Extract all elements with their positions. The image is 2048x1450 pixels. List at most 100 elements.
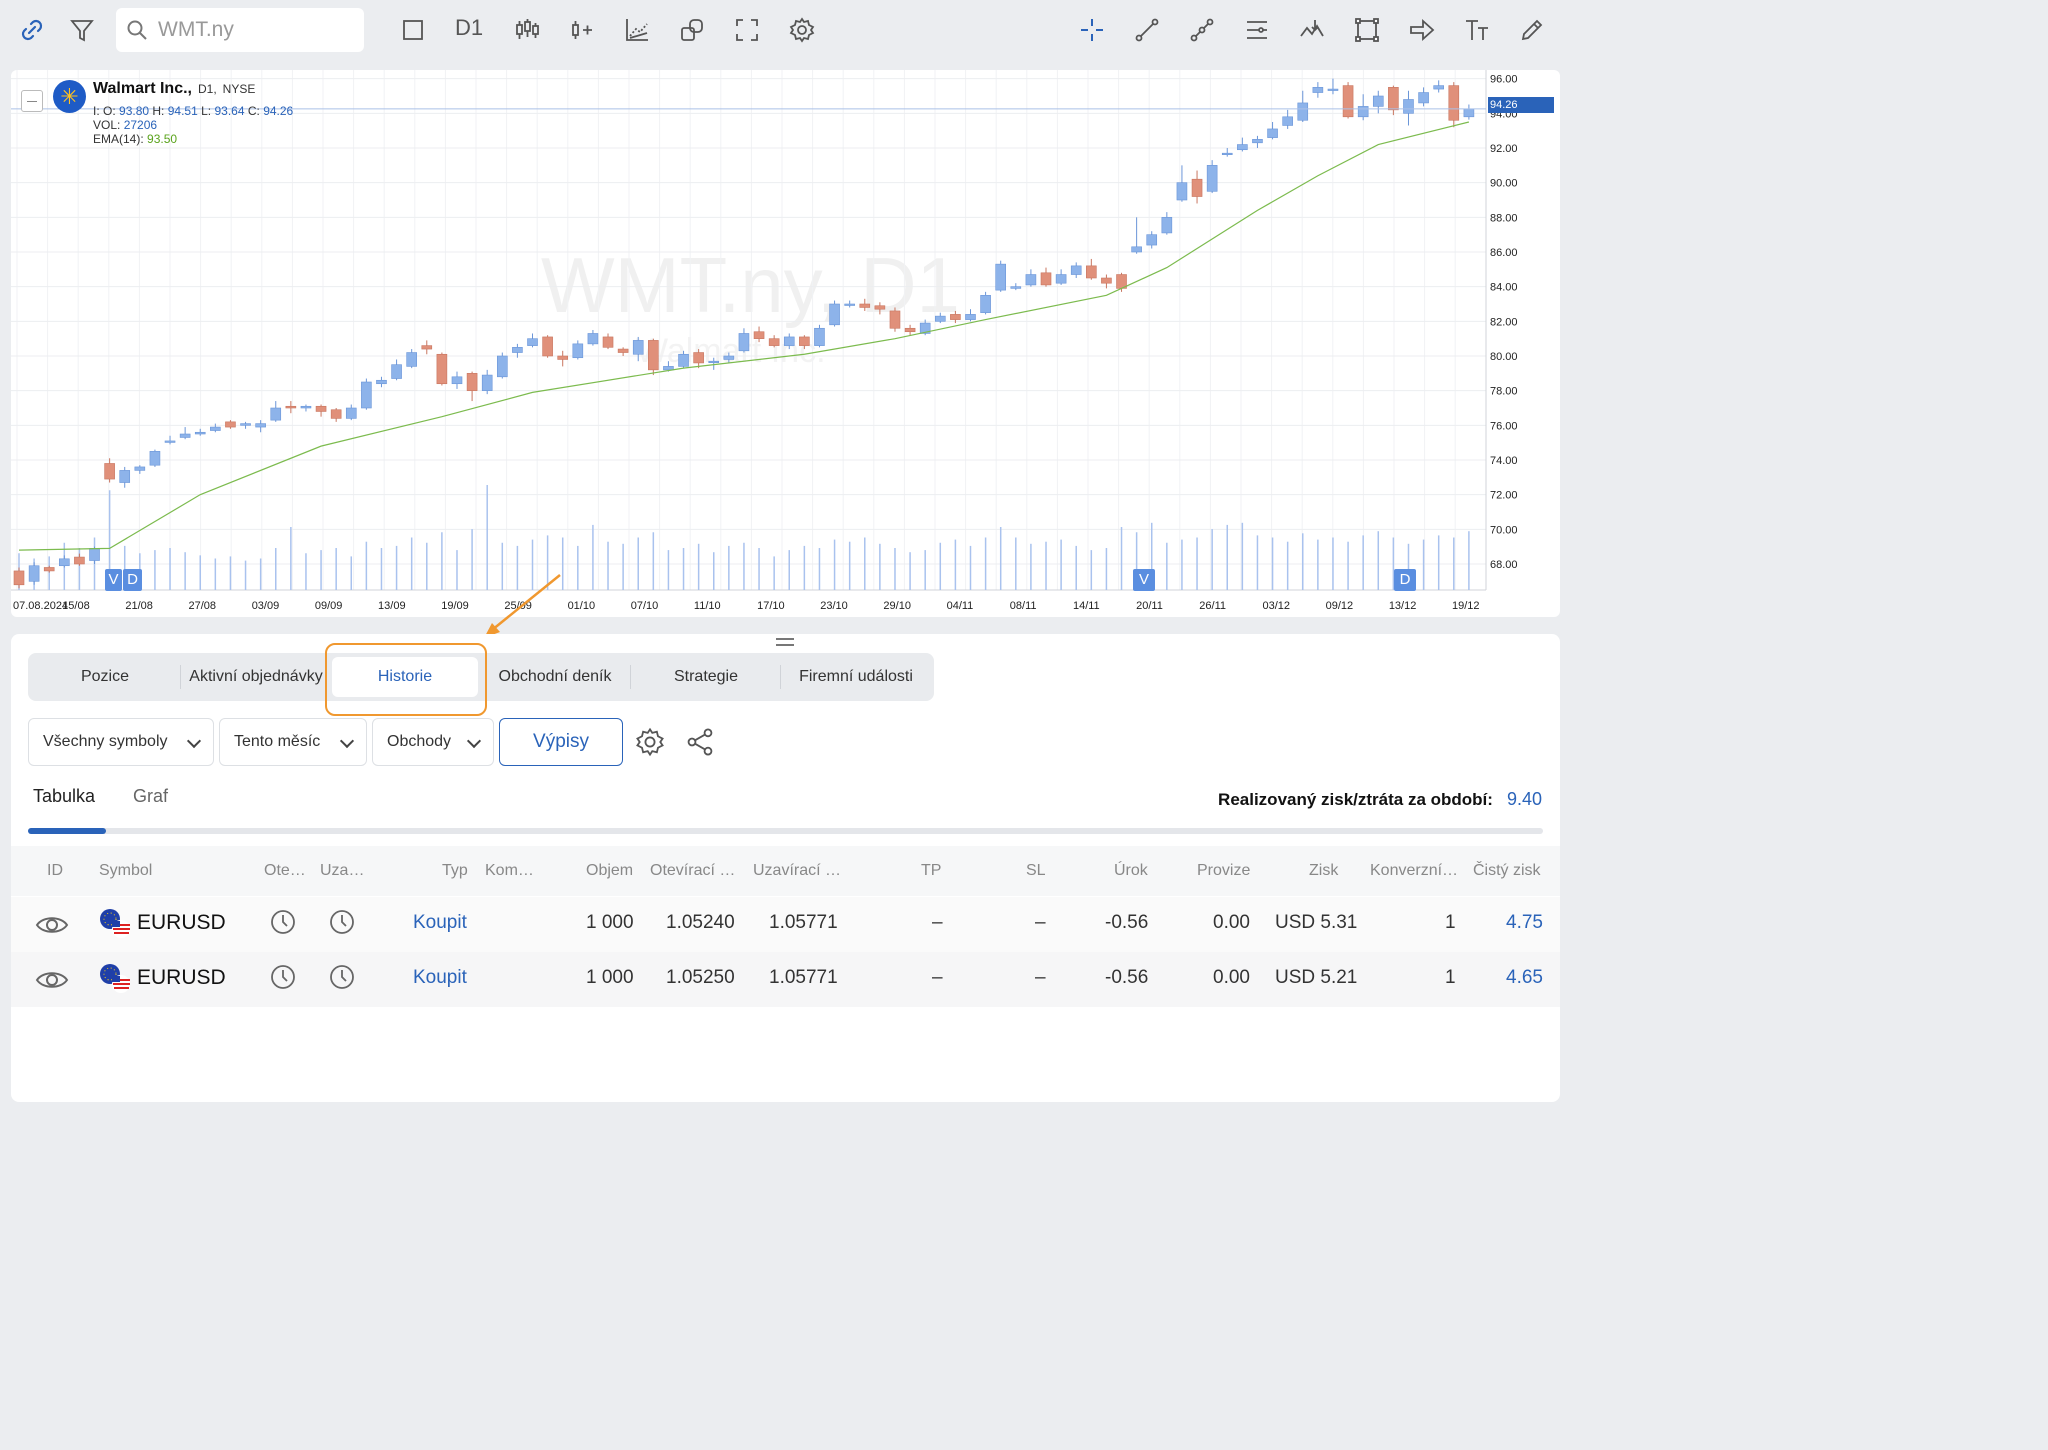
tab-divider [630,665,631,689]
col-sl[interactable]: SL [1026,862,1046,879]
kind-filter-dropdown[interactable]: Obchody [372,718,494,766]
col-volume[interactable]: Objem [586,862,634,879]
tab-corporate-events[interactable]: Firemní události [799,668,913,685]
open-time-clock-icon[interactable] [269,963,297,997]
search-input[interactable] [156,17,346,43]
x-tick-label: 07/10 [631,600,659,612]
add-indicator-icon[interactable] [564,12,600,48]
candle-body [315,405,327,412]
pencil-icon[interactable] [1514,12,1550,48]
candle-body [1040,272,1052,286]
eu-us-flag-icon [99,962,131,1000]
col-comment[interactable]: Kom… [485,862,534,879]
x-tick-label: 26/11 [1199,600,1226,612]
close-time-clock-icon[interactable] [328,908,356,942]
table-row[interactable]: EURUSD Koupit 1 000 1.05240 1.05771 – – … [11,897,1560,952]
candlestick-icon[interactable] [509,12,545,48]
event-badge-earnings[interactable]: D [1394,569,1416,591]
col-tp[interactable]: TP [921,862,942,879]
tab-divider [180,665,181,689]
tab-strategies[interactable]: Strategie [673,668,739,685]
y-tick-label: 96.00 [1490,74,1518,86]
ema-line [18,121,1470,551]
eye-icon[interactable] [35,963,69,1003]
gear-icon[interactable] [634,726,666,758]
col-close-price[interactable]: Uzavírací … [753,862,842,879]
period-filter-value: Tento měsíc [234,733,321,750]
x-tick-label: 09/12 [1326,600,1354,612]
conversion-cell: 1 [1445,967,1456,988]
panel-tabs: Pozice Aktivní objednávky Historie Obcho… [28,653,934,701]
gear-icon[interactable] [784,12,820,48]
col-symbol[interactable]: Symbol [99,862,153,879]
trendline-icon[interactable] [1129,12,1165,48]
col-conversion[interactable]: Konverzní… [1370,862,1459,879]
subtab-table[interactable]: Tabulka [33,786,96,806]
eye-icon[interactable] [35,908,69,948]
fibonacci-icon[interactable] [1239,12,1275,48]
x-tick-label: 17/10 [757,600,785,612]
share-icon[interactable] [684,726,716,758]
col-commission[interactable]: Provize [1197,862,1251,879]
tab-positions[interactable]: Pozice [80,668,130,685]
subtab-chart[interactable]: Graf [133,786,169,806]
event-badge-dividend[interactable]: V [105,569,122,591]
col-profit[interactable]: Zisk [1309,862,1339,879]
tab-active-orders[interactable]: Aktivní objednávky [189,668,323,685]
square-icon[interactable] [395,12,431,48]
zigzag-icon[interactable] [1294,12,1330,48]
candle-body [814,327,825,346]
statements-button[interactable]: Výpisy [499,718,623,766]
event-badge-dividend[interactable]: V [1133,569,1155,591]
chart-canvas[interactable]: 68.00 70.00 72.00 74.00 76.00 78.00 80.00 82.00… [11,70,1560,617]
col-open-price[interactable]: Otevírací … [650,862,736,879]
price-chart[interactable]: WMT.ny, D1 Walmart Inc. 68.00 70.00 72.00 7… [11,70,1560,617]
col-close-time[interactable]: Uza… [320,862,365,879]
candle-body [13,570,25,586]
collapse-legend-button[interactable] [21,90,43,112]
filter-icon[interactable] [64,12,100,48]
col-net-profit[interactable]: Čistý zisk [1473,862,1541,879]
candle-body [738,333,750,352]
arrow-icon[interactable] [1404,12,1440,48]
tab-trading-journal[interactable]: Obchodní deník [498,668,612,685]
col-type[interactable]: Typ [442,862,468,879]
chevron-down-icon [339,733,355,749]
candle-body [1327,88,1339,91]
candle-body [119,470,131,483]
candle-body [980,295,991,313]
col-id[interactable]: ID [47,862,63,879]
ema-value: 93.50 [147,132,178,146]
table-row[interactable]: EURUSD Koupit 1 000 1.05250 1.05771 – – … [11,952,1560,1007]
tab-history[interactable]: Historie [332,657,478,697]
panel-resize-handle[interactable] [776,638,794,646]
timeframe-button[interactable]: D1 [455,15,484,40]
layout-icon[interactable] [674,12,710,48]
crosshair-icon[interactable] [1074,12,1110,48]
symbol-filter-dropdown[interactable]: Všechny symboly [28,718,214,766]
chevron-down-icon [466,733,482,749]
tab-divider [780,665,781,689]
link-icon[interactable] [14,12,50,48]
fullscreen-icon[interactable] [729,12,765,48]
event-badge-earnings[interactable]: D [123,569,142,591]
col-interest[interactable]: Úrok [1114,862,1148,879]
channel-icon[interactable] [1184,12,1220,48]
text-icon[interactable] [1459,12,1495,48]
kind-filter-value: Obchody [387,733,452,750]
rectangle-icon[interactable] [1349,12,1385,48]
close-time-clock-icon[interactable] [328,963,356,997]
chart-analysis-icon[interactable] [619,12,655,48]
open-time-clock-icon[interactable] [269,908,297,942]
candle-body [1403,99,1414,114]
low-value: 93.64 [214,104,245,118]
period-filter-dropdown[interactable]: Tento měsíc [219,718,367,766]
candle-body [1418,92,1429,104]
candle-body [1372,95,1384,107]
col-open-time[interactable]: Ote… [264,862,306,879]
ema-readout: EMA(14): 93.50 [93,132,177,146]
volume-value: 27206 [123,118,158,132]
candle-body [950,314,961,320]
y-tick-label: 74.00 [1490,455,1518,467]
symbol-search[interactable] [116,8,364,52]
